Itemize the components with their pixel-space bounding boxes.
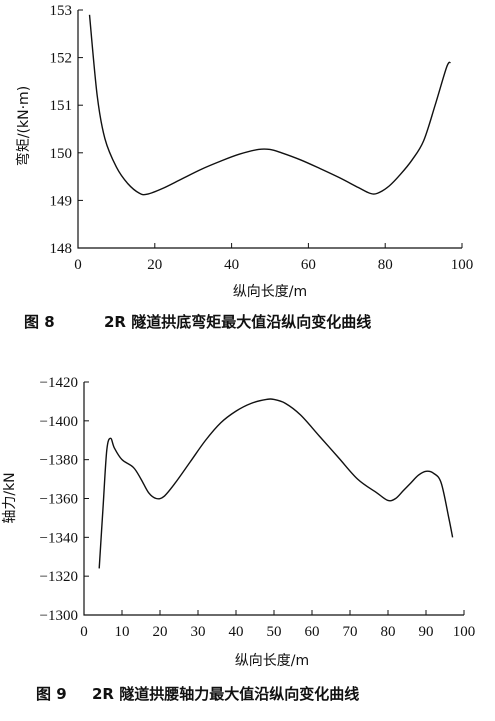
chart2-x-tick-label: 50: [267, 624, 282, 640]
chart2-x-tick-label: 60: [305, 624, 320, 640]
chart2-x-axis-label: 纵向长度/m: [235, 653, 309, 669]
chart1-axis-frame: [77, 10, 462, 249]
chart2-x-tick-label: 0: [80, 624, 88, 640]
chart1-y-ticks: 148 149 150 151 152 153: [50, 3, 83, 257]
chart2-caption-text: 2R 隧道拱腰轴力最大值沿纵向变化曲线: [92, 685, 359, 703]
chart2-axis-frame: [83, 382, 464, 616]
chart1-x-tick-label: 20: [147, 257, 162, 273]
chart2-x-tick-label: 10: [115, 624, 130, 640]
axial-force-chart: −1300 −1320 −1340 −1360 −1380 −1400 −1420 0 10 2…: [2, 375, 475, 703]
chart1-x-ticks: 0 20 40 60 80 100: [74, 243, 473, 273]
chart2-y-tick-label: −1420: [40, 375, 78, 391]
moment-chart: 148 149 150 151 152 153 0 20 40 60 80 100 纵向长度/m 弯…: [15, 3, 473, 331]
chart1-series-line: [88, 14, 452, 196]
chart1-y-tick-label: 153: [50, 3, 73, 19]
chart2-x-tick-label: 70: [343, 624, 358, 640]
chart2-y-tick-label: −1400: [40, 414, 78, 430]
chart1-y-tick-label: 151: [50, 98, 73, 114]
chart2-x-tick-label: 20: [153, 624, 168, 640]
chart1-y-axis-label: 弯矩/(kN·m): [15, 86, 32, 166]
chart2-x-tick-label: 30: [191, 624, 206, 640]
chart2-x-tick-label: 40: [229, 624, 244, 640]
chart1-y-tick-label: 148: [50, 241, 73, 257]
chart1-y-tick-label: 149: [50, 193, 73, 209]
chart1-x-tick-label: 60: [301, 257, 316, 273]
chart1-x-tick-label: 40: [224, 257, 239, 273]
chart2-y-tick-label: −1320: [40, 569, 78, 585]
chart2-series-line: [98, 398, 454, 569]
chart1-x-tick-label: 100: [451, 257, 474, 273]
chart2-y-tick-label: −1380: [40, 453, 78, 469]
chart1-x-tick-label: 0: [74, 257, 82, 273]
chart2-y-tick-label: −1300: [40, 608, 78, 624]
chart2-caption-number: 图 9: [36, 685, 67, 703]
chart2-y-axis-label: 轴力/kN: [2, 472, 18, 523]
chart2-x-ticks: 0 10 20 30 40 50 60 70 80 90 100: [80, 610, 475, 640]
chart2-x-tick-label: 90: [419, 624, 434, 640]
chart2-y-tick-label: −1360: [40, 492, 78, 508]
chart2-x-tick-label: 80: [381, 624, 396, 640]
chart2-y-ticks: −1300 −1320 −1340 −1360 −1380 −1400 −1420: [40, 375, 89, 624]
chart1-y-tick-label: 152: [50, 51, 73, 67]
chart1-x-axis-label: 纵向长度/m: [233, 284, 307, 300]
chart1-y-tick-label: 150: [50, 146, 73, 162]
chart2-y-tick-label: −1340: [40, 530, 78, 546]
chart2-x-tick-label: 100: [453, 624, 476, 640]
chart1-caption-number: 图 8: [24, 313, 55, 331]
chart1-x-tick-label: 80: [378, 257, 393, 273]
chart1-caption-text: 2R 隧道拱底弯矩最大值沿纵向变化曲线: [104, 313, 371, 331]
